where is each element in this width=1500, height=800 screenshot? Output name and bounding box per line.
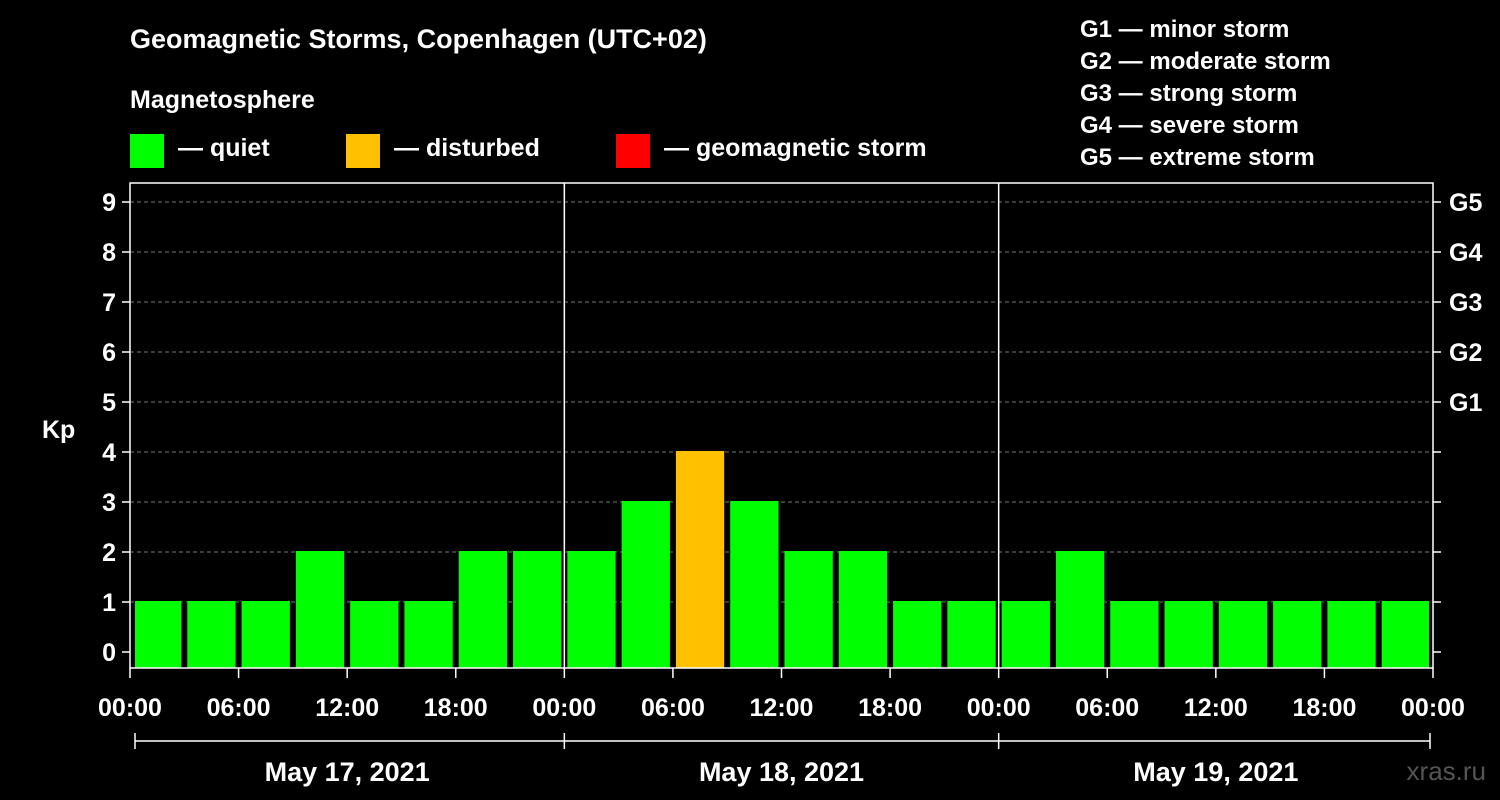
chart-title: Geomagnetic Storms, Copenhagen (UTC+02) [130, 24, 707, 54]
y-tick-label: 4 [102, 439, 116, 467]
x-tick-label: 00:00 [1401, 694, 1465, 722]
storm-level-g4: G4 — severe storm [1080, 112, 1299, 139]
kp-bar [1055, 551, 1105, 668]
x-tick-label: 00:00 [967, 694, 1031, 722]
kp-bar [675, 451, 725, 668]
kp-bar [1218, 601, 1268, 668]
kp-bar [135, 601, 182, 668]
kp-bar [1110, 601, 1159, 668]
kp-bar [567, 551, 616, 668]
legend-swatch-quiet [130, 134, 164, 168]
right-tick-label-g5: G5 [1449, 189, 1482, 217]
legend-label-quiet: — quiet [178, 134, 270, 162]
y-tick-label: 1 [102, 589, 116, 617]
right-tick-label-g1: G1 [1449, 389, 1482, 417]
x-tick-label: 12:00 [315, 694, 379, 722]
y-tick-label: 9 [102, 189, 116, 217]
y-tick-label: 2 [102, 539, 116, 567]
kp-bar [1381, 601, 1429, 668]
kp-bar [404, 601, 453, 668]
kp-bar [241, 601, 290, 668]
x-tick-label: 18:00 [1292, 694, 1356, 722]
right-tick-label-g2: G2 [1449, 339, 1482, 367]
legend-swatch-storm [616, 134, 650, 168]
y-tick-label: 5 [102, 389, 116, 417]
kp-bar [350, 601, 399, 668]
kp-bar [513, 551, 562, 668]
storm-level-g3: G3 — strong storm [1080, 80, 1298, 107]
x-tick-label: 00:00 [532, 694, 596, 722]
y-tick-label: 3 [102, 489, 116, 517]
x-tick-label: 12:00 [1184, 694, 1248, 722]
kp-bar [1273, 601, 1322, 668]
kp-bar [295, 551, 345, 668]
date-label: May 17, 2021 [265, 757, 430, 787]
kp-bar [784, 551, 833, 668]
kp-bar [947, 601, 996, 668]
x-tick-label: 18:00 [424, 694, 488, 722]
date-label: May 19, 2021 [1133, 757, 1298, 787]
y-tick-label: 0 [102, 639, 116, 667]
kp-bar [730, 501, 779, 668]
chart-subtitle: Magnetosphere [130, 86, 315, 114]
kp-bar [1001, 601, 1050, 668]
legend-label-disturbed: — disturbed [394, 134, 540, 162]
watermark: xras.ru [1406, 756, 1486, 786]
kp-bar [893, 601, 942, 668]
y-tick-label: 7 [102, 289, 116, 317]
kp-bar [187, 601, 236, 668]
x-tick-label: 18:00 [858, 694, 922, 722]
right-tick-label-g3: G3 [1449, 289, 1482, 317]
kp-bar [1164, 601, 1213, 668]
date-label: May 18, 2021 [699, 757, 864, 787]
storm-level-g2: G2 — moderate storm [1080, 48, 1331, 75]
kp-bar [838, 551, 888, 668]
y-axis-label: Kp [42, 416, 75, 444]
legend-label-storm: — geomagnetic storm [664, 134, 927, 162]
storm-level-g5: G5 — extreme storm [1080, 144, 1315, 171]
x-tick-label: 06:00 [1075, 694, 1139, 722]
x-tick-label: 00:00 [98, 694, 162, 722]
legend-swatch-disturbed [346, 134, 380, 168]
storm-level-g1: G1 — minor storm [1080, 16, 1290, 43]
right-tick-label-g4: G4 [1449, 239, 1482, 267]
y-tick-label: 8 [102, 239, 116, 267]
x-tick-label: 12:00 [750, 694, 814, 722]
y-tick-label: 6 [102, 339, 116, 367]
x-tick-label: 06:00 [207, 694, 271, 722]
kp-bar [621, 501, 670, 668]
kp-bar [1327, 601, 1376, 668]
kp-bar [458, 551, 508, 668]
x-tick-label: 06:00 [641, 694, 705, 722]
